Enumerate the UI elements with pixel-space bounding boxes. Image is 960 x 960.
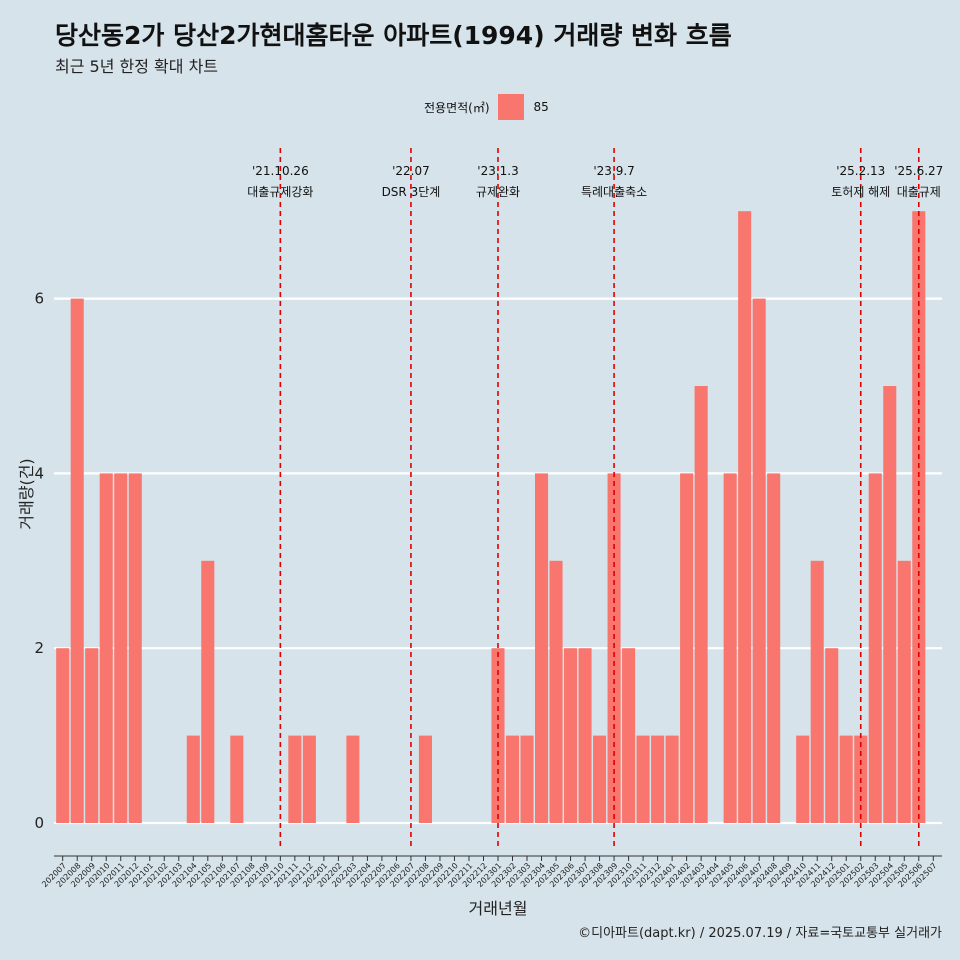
bar	[607, 473, 621, 823]
event-label: 특례대출축소	[581, 185, 647, 199]
bar	[723, 473, 737, 823]
bar	[70, 298, 84, 824]
bar	[752, 298, 766, 824]
bar	[767, 473, 781, 823]
y-tick-label: 0	[34, 814, 44, 832]
legend-label: 85	[533, 100, 549, 114]
bar	[418, 735, 432, 823]
bar	[535, 473, 549, 823]
legend: 전용면적(㎡) 85	[424, 93, 549, 121]
event-date-label: '23.9.7	[593, 164, 634, 178]
bar	[564, 648, 578, 823]
bar	[796, 735, 810, 823]
event-label: 토허제 해제	[831, 185, 890, 199]
bar	[738, 211, 752, 823]
bar	[651, 735, 665, 823]
bar	[883, 386, 897, 823]
chart-title: 당산동2가 당산2가현대홈타운 아파트(1994) 거래량 변화 흐름	[55, 21, 732, 50]
bar	[85, 648, 99, 823]
bar	[868, 473, 882, 823]
bar	[665, 735, 679, 823]
bar	[346, 735, 360, 823]
bar	[520, 735, 534, 823]
bar	[302, 735, 316, 823]
bar	[201, 560, 215, 823]
bar	[99, 473, 113, 823]
bar	[230, 735, 244, 823]
bar	[578, 648, 592, 823]
y-axis-title: 거래량(건)	[17, 458, 36, 529]
bar	[622, 648, 636, 823]
bar	[680, 473, 694, 823]
event-date-label: '23.1.3	[477, 164, 518, 178]
event-date-label: '22.07	[392, 164, 430, 178]
event-label: DSR 3단계	[382, 185, 441, 199]
event-date-label: '21.10.26	[252, 164, 309, 178]
bar	[636, 735, 650, 823]
bar	[128, 473, 142, 823]
event-date-label: '25.6.27	[894, 164, 943, 178]
y-tick-label: 6	[34, 290, 44, 308]
legend-swatch	[497, 94, 524, 120]
y-tick-label: 2	[34, 639, 44, 657]
bar	[897, 560, 911, 823]
legend-title: 전용면적(㎡)	[424, 100, 490, 115]
chart-subtitle: 최근 5년 한정 확대 차트	[55, 57, 219, 76]
event-label: 대출규제	[897, 185, 941, 199]
event-label: 규제완화	[476, 185, 520, 199]
bar	[839, 735, 853, 823]
bar	[288, 735, 302, 823]
y-tick-label: 4	[34, 464, 44, 482]
bar	[593, 735, 607, 823]
bar	[505, 735, 520, 823]
bar	[549, 560, 563, 823]
bar	[114, 473, 128, 823]
source-caption: ©디아파트(dapt.kr) / 2025.07.19 / 자료=국토교통부 실…	[578, 926, 942, 941]
x-axis-title: 거래년월	[469, 899, 528, 918]
bar	[810, 560, 824, 823]
bar	[186, 735, 200, 823]
bar	[56, 648, 70, 823]
event-date-label: '25.2.13	[836, 164, 885, 178]
event-label: 대출규제강화	[247, 185, 313, 199]
bar	[825, 648, 839, 823]
bar	[694, 386, 708, 823]
